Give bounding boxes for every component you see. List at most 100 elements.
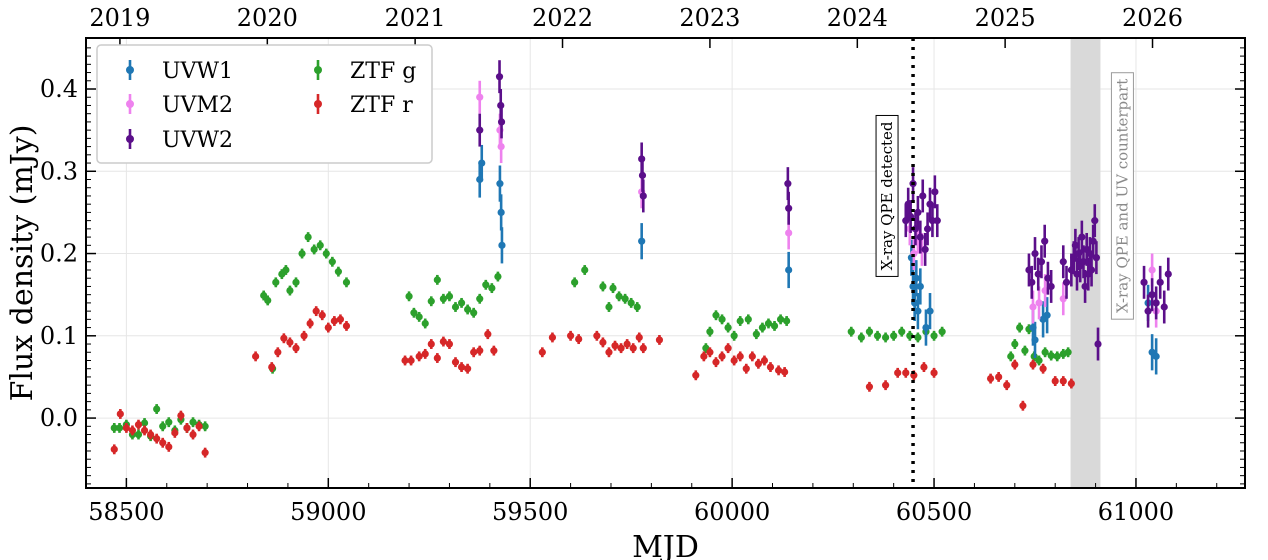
- data-point: [1059, 295, 1067, 303]
- data-point: [638, 237, 646, 245]
- legend-item-uvw2: UVW2: [126, 128, 233, 153]
- data-point: [1081, 282, 1089, 291]
- data-point: [894, 369, 902, 377]
- legend-marker: [126, 100, 134, 108]
- data-point: [655, 336, 664, 344]
- year-label-2021: 2021: [385, 4, 446, 32]
- data-point: [1092, 254, 1100, 262]
- data-point: [881, 381, 890, 389]
- axis-ticks: 58500 59000 59500 60000 60500 61000 0.0 0.1 0.2 0…: [40, 4, 1245, 526]
- data-point: [718, 315, 726, 323]
- data-point: [938, 328, 946, 336]
- data-point: [201, 422, 209, 430]
- data-point: [421, 350, 429, 358]
- data-point: [497, 208, 505, 217]
- data-point: [742, 365, 750, 373]
- data-point: [421, 319, 429, 328]
- data-point: [865, 328, 874, 336]
- data-point: [1071, 241, 1079, 249]
- data-point: [916, 233, 924, 241]
- legend-label: ZTF r: [350, 93, 413, 118]
- series-uvw1: [476, 144, 1160, 375]
- data-point: [930, 332, 938, 340]
- data-point: [621, 295, 629, 303]
- data-point: [433, 354, 441, 362]
- data-point: [476, 126, 484, 134]
- data-point: [1021, 347, 1029, 355]
- data-point: [914, 208, 922, 217]
- x-axis-title: MJD: [632, 530, 699, 560]
- data-point: [1016, 323, 1024, 332]
- data-point: [134, 430, 143, 439]
- data-point: [712, 311, 720, 319]
- x-tick-label: 59000: [290, 498, 366, 526]
- data-point: [1029, 303, 1037, 311]
- legend-label: ZTF g: [350, 59, 416, 84]
- data-point: [495, 73, 504, 81]
- data-point: [1035, 299, 1043, 307]
- data-point: [282, 266, 290, 274]
- data-point: [498, 241, 506, 249]
- data-point: [306, 319, 314, 328]
- legend-label: UVM2: [162, 93, 233, 118]
- data-point: [159, 422, 167, 430]
- y-axis-title: Flux density (mJy): [5, 125, 40, 402]
- data-point: [260, 291, 268, 300]
- data-point: [1034, 270, 1042, 278]
- data-point: [1031, 336, 1039, 344]
- legend-label: UVW1: [162, 59, 233, 84]
- data-point: [754, 360, 762, 368]
- data-point: [758, 323, 767, 332]
- data-point: [342, 322, 351, 330]
- data-point: [730, 332, 738, 340]
- data-point: [116, 410, 124, 418]
- data-point: [189, 418, 197, 426]
- data-point: [159, 439, 167, 447]
- data-point: [322, 249, 330, 258]
- data-point: [252, 352, 260, 360]
- data-point: [857, 333, 865, 342]
- data-point: [873, 332, 882, 340]
- data-point: [605, 303, 613, 311]
- year-label-2024: 2024: [827, 4, 888, 32]
- x-tick-label: 60000: [694, 498, 770, 526]
- data-point: [1047, 351, 1055, 360]
- legend-marker: [314, 100, 322, 108]
- data-point: [1160, 303, 1168, 311]
- data-point: [627, 299, 635, 307]
- data-point: [639, 344, 647, 352]
- data-point: [784, 180, 792, 188]
- data-point: [304, 233, 312, 241]
- data-point: [865, 383, 874, 391]
- data-point: [1053, 352, 1061, 360]
- data-point: [110, 424, 118, 432]
- data-point: [736, 317, 744, 325]
- data-point: [1041, 237, 1049, 245]
- data-point: [1059, 258, 1067, 266]
- data-point: [1043, 311, 1051, 319]
- data-point: [165, 443, 173, 451]
- data-point: [324, 323, 332, 332]
- data-point: [336, 315, 345, 323]
- data-point: [617, 344, 625, 352]
- data-point: [1011, 340, 1019, 348]
- data-point: [140, 426, 149, 435]
- data-point: [1011, 360, 1019, 369]
- data-point: [847, 328, 855, 336]
- data-point: [328, 258, 336, 266]
- legend-item-ztf-r: ZTF r: [314, 93, 413, 118]
- qpe-uv-counterpart-label: X-ray QPE and UV counterpart: [1113, 79, 1131, 313]
- data-point: [1089, 237, 1097, 245]
- data-point: [581, 266, 589, 274]
- data-point: [415, 313, 423, 321]
- data-point: [770, 322, 779, 330]
- data-point: [766, 363, 775, 371]
- data-point: [147, 430, 155, 439]
- data-point: [605, 348, 613, 356]
- data-point: [153, 435, 161, 443]
- year-label-2020: 2020: [237, 4, 298, 32]
- data-point: [538, 348, 546, 356]
- data-point: [1035, 356, 1043, 365]
- year-label-2023: 2023: [679, 4, 740, 32]
